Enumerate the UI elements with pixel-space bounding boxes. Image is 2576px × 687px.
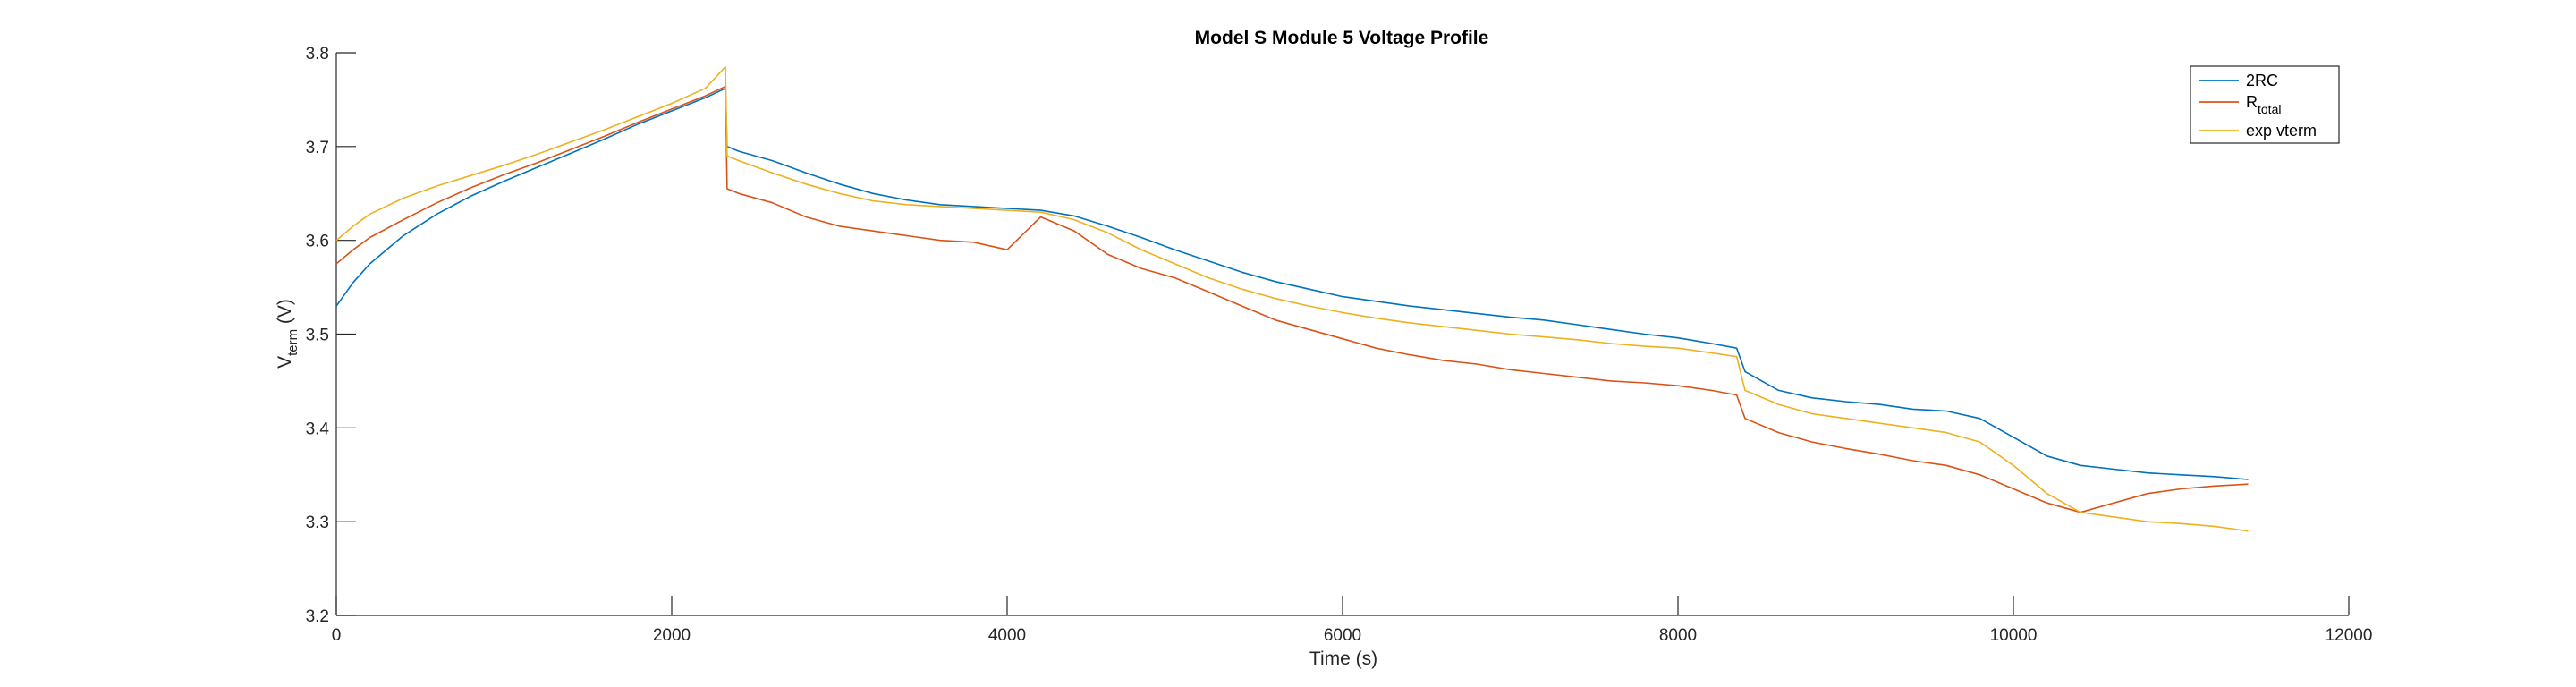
legend-label: Rtotal xyxy=(2246,93,2281,116)
series-line-0 xyxy=(335,88,2249,480)
y-axis-label-sub: term xyxy=(285,329,301,356)
y-tick-label: 3.2 xyxy=(306,607,329,626)
x-tick-label: 12000 xyxy=(2326,626,2373,645)
y-axis-label: Vterm (V) xyxy=(275,299,301,369)
x-tick-label: 8000 xyxy=(1659,626,1697,645)
legend: 2RC Rtotal exp vterm xyxy=(2190,65,2340,144)
y-tick-label: 3.7 xyxy=(306,139,329,157)
series-line-1 xyxy=(335,85,2249,513)
legend-label: exp vterm xyxy=(2246,122,2317,140)
x-tick-label: 4000 xyxy=(988,626,1026,645)
y-tick-label: 3.4 xyxy=(306,420,330,438)
y-tick-label: 3.8 xyxy=(306,45,329,64)
y-tick-label: 3.5 xyxy=(306,327,329,345)
series-line-2 xyxy=(335,65,2249,532)
legend-label: 2RC xyxy=(2246,72,2278,89)
y-tick-label: 3.3 xyxy=(306,513,329,532)
x-tick-label: 2000 xyxy=(653,626,691,645)
x-tick-label: 0 xyxy=(332,626,342,645)
axes: 0 2000 4000 6000 8000 10000 12000 3.2 3.3 3.4 3.5 3… xyxy=(306,45,2373,645)
x-tick-label: 10000 xyxy=(1990,626,2038,645)
y-axis-label-main: V xyxy=(275,356,295,369)
y-tick-label: 3.6 xyxy=(306,233,329,251)
x-axis-label: Time (s) xyxy=(1309,649,1377,669)
x-tick-label: 6000 xyxy=(1324,626,1361,645)
chart-title: Model S Module 5 Voltage Profile xyxy=(1195,28,1489,48)
series-layer xyxy=(335,65,2249,532)
y-axis-label-suffix: (V) xyxy=(275,299,295,329)
